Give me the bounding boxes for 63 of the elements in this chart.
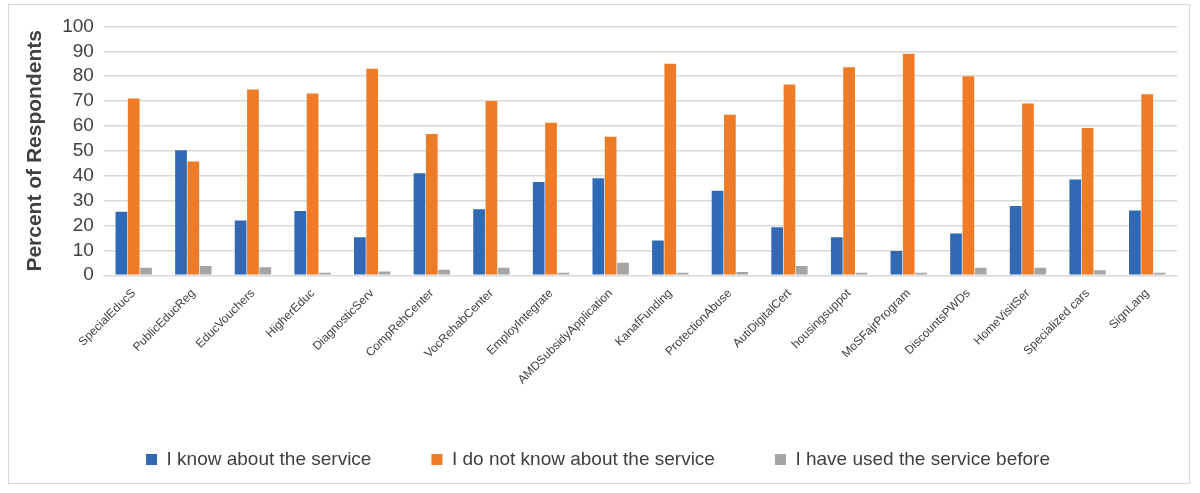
bar: [1141, 94, 1154, 275]
legend-label: I know about the service: [166, 447, 372, 469]
bar: [140, 267, 152, 275]
bar: [1009, 206, 1022, 275]
bar: [413, 173, 426, 275]
y-tick-label: 50: [72, 139, 94, 161]
bar: [795, 266, 808, 275]
bar: [1094, 270, 1106, 275]
bar: [497, 267, 510, 275]
bar: [724, 114, 736, 275]
bar: [306, 93, 319, 275]
bar: [485, 101, 498, 275]
bar: [378, 271, 391, 275]
y-tick-label: 20: [72, 213, 94, 235]
bar: [974, 267, 987, 275]
bar: [652, 240, 664, 275]
bar: [617, 262, 629, 275]
bar: [199, 266, 212, 275]
legend-label: I do not know about the service: [451, 447, 715, 469]
bar: [473, 209, 485, 275]
bar: [1034, 267, 1047, 275]
bar: [545, 122, 557, 275]
bar: [902, 53, 915, 275]
bar: [175, 150, 187, 275]
y-tick-label: 30: [72, 188, 94, 210]
bar: [115, 211, 128, 275]
bar: [354, 237, 366, 275]
bar: [783, 84, 796, 275]
y-tick-label: 80: [72, 64, 94, 86]
y-tick-label: 40: [72, 163, 94, 185]
bar: [890, 250, 903, 275]
bar: [234, 220, 247, 275]
bar: [592, 178, 605, 275]
bar: [259, 267, 272, 275]
bar: [438, 269, 450, 275]
bar: [843, 67, 855, 275]
y-tick-label: 90: [72, 39, 94, 61]
bar: [664, 63, 677, 275]
bar: [962, 76, 975, 275]
bar: [711, 190, 724, 275]
bar: [830, 237, 843, 275]
bar: [366, 68, 379, 275]
bar: [771, 227, 784, 275]
bar: [1129, 210, 1141, 275]
bar: [294, 211, 307, 275]
bar: [1022, 103, 1034, 275]
bar: [1069, 179, 1082, 275]
y-tick-label: 70: [72, 89, 94, 111]
bar: [950, 233, 962, 275]
y-tick-label: 0: [83, 263, 94, 285]
bar: [247, 89, 259, 275]
bar: [425, 133, 438, 275]
bar: [127, 98, 140, 275]
bar: [736, 272, 749, 275]
y-tick-label: 60: [72, 114, 94, 136]
bar: [1081, 127, 1094, 275]
y-tick-label: 100: [62, 14, 94, 36]
bar: [604, 136, 617, 275]
legend-label: I have used the service before: [795, 447, 1050, 469]
y-axis-title: Percent of Respondents: [22, 30, 46, 272]
y-tick-label: 10: [72, 238, 94, 260]
bar: [187, 161, 200, 275]
bar: [532, 181, 545, 275]
